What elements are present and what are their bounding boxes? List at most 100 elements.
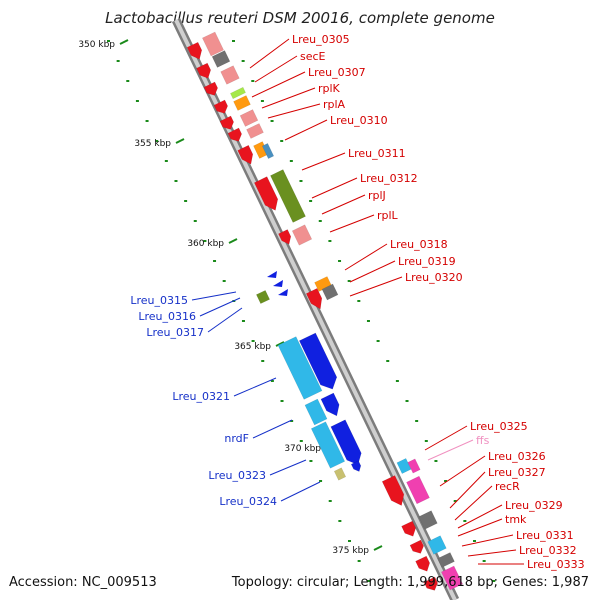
tick-dot	[424, 440, 428, 442]
label-leader	[467, 549, 517, 557]
feature-block	[437, 552, 455, 568]
tick-dot	[357, 300, 361, 302]
tick-dot	[347, 280, 351, 282]
feature-label: Lreu_0333	[527, 558, 585, 571]
label-leader	[269, 459, 307, 476]
feature-arrow	[401, 520, 416, 537]
tick-mark	[119, 39, 129, 45]
label-leader	[424, 425, 468, 451]
gene-block	[220, 65, 240, 85]
gene-block	[396, 458, 412, 474]
feature-block	[304, 398, 328, 426]
tick-dot	[260, 100, 264, 102]
label-leader	[329, 214, 375, 233]
feature-block	[230, 86, 246, 100]
feature-block	[277, 336, 323, 400]
cds-forward	[213, 99, 228, 114]
tick-dot	[222, 280, 226, 282]
map-title: Lactobacillus reuteri DSM 20016, complet…	[105, 9, 495, 27]
cds-forward	[401, 520, 416, 537]
feature-arrow	[237, 144, 254, 165]
tick-dot-ring	[107, 40, 496, 582]
gene-block	[310, 421, 346, 469]
tick-dot	[251, 340, 255, 342]
feature-label: Lreu_0331	[516, 529, 574, 542]
feature-block	[202, 31, 224, 57]
label-leader	[251, 71, 306, 98]
gene-block	[202, 31, 224, 57]
feature-label: Lreu_0326	[488, 450, 546, 463]
cds-forward	[381, 475, 405, 506]
label-leader	[249, 38, 290, 69]
tick-dot	[184, 200, 188, 202]
label-leader	[280, 481, 321, 502]
label-leader	[199, 297, 241, 317]
feature-arrow	[305, 288, 323, 310]
feature-label: Lreu_0310	[330, 114, 388, 127]
label-leader	[267, 103, 321, 119]
feature-arrow	[278, 229, 292, 245]
tick-dot	[444, 480, 448, 482]
tick-dot	[290, 420, 294, 422]
tick-dot	[251, 80, 255, 82]
tick-dot	[328, 500, 332, 502]
feature-block	[291, 224, 313, 246]
tick-dot	[213, 260, 217, 262]
feature-labels: Lreu_0305 secE Lreu_0307 rplK rplA Lreu_0310 L…	[130, 33, 584, 571]
label-leader	[311, 177, 358, 199]
tick-dot	[366, 320, 370, 322]
label-leader	[252, 419, 293, 439]
cds-forward	[186, 41, 203, 60]
feature-track	[186, 31, 463, 591]
cds-reverse	[330, 419, 362, 466]
tick-dot	[289, 160, 293, 162]
feature-block	[406, 475, 430, 505]
tick-label: 375 kbp	[332, 546, 369, 556]
cds-forward	[423, 576, 438, 591]
feature-label: tmk	[505, 513, 527, 526]
tick-dot	[386, 360, 390, 362]
feature-label: Lreu_0316	[138, 310, 196, 323]
tick-dot	[174, 180, 178, 182]
tick-dot	[261, 360, 265, 362]
feature-arrow	[227, 127, 242, 142]
feature-block	[310, 421, 346, 469]
tick-dot	[155, 140, 159, 142]
feature-label: rplL	[377, 209, 399, 222]
cds-forward	[415, 555, 430, 572]
cds-reverse-small	[273, 280, 283, 287]
accession-text: Accession: NC_009513	[9, 575, 157, 590]
tick-dot	[126, 80, 130, 82]
tick-mark	[228, 238, 238, 244]
tick-dot	[395, 380, 399, 382]
feature-label: Lreu_0311	[348, 147, 406, 160]
feature-block	[427, 535, 447, 555]
tick-dot	[299, 440, 303, 442]
gene-block	[246, 123, 264, 139]
tick-dot	[338, 260, 342, 262]
gene-block	[418, 510, 438, 530]
tick-dot	[463, 520, 467, 522]
tick-dot	[299, 180, 303, 182]
gene-block	[261, 143, 275, 159]
feature-arrow	[409, 539, 424, 554]
tick-mark	[373, 545, 383, 551]
feature-block	[333, 467, 347, 481]
feature-label: Lreu_0332	[519, 544, 577, 557]
tick-dot	[348, 540, 351, 542]
cds-reverse	[320, 392, 340, 417]
feature-block	[233, 95, 251, 111]
tick-dot	[434, 460, 438, 462]
feature-label: Lreu_0320	[405, 271, 463, 284]
label-leader	[349, 276, 403, 297]
tick-dot	[338, 520, 342, 522]
gene-block	[407, 458, 421, 474]
feature-label: Lreu_0329	[505, 499, 563, 512]
feature-block	[441, 565, 463, 591]
cds-forward	[219, 115, 234, 130]
tick-label: 365 kbp	[234, 342, 271, 352]
feature-block	[261, 143, 275, 159]
gene-block	[211, 50, 231, 68]
tick-dot	[116, 60, 120, 62]
feature-block	[321, 283, 339, 301]
